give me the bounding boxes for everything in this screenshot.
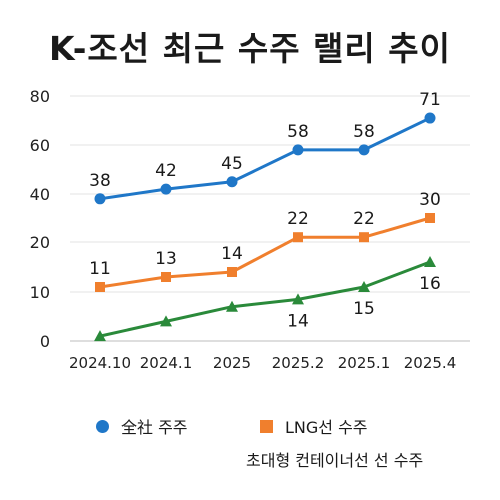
data-point bbox=[424, 256, 436, 267]
data-point bbox=[292, 293, 304, 305]
data-point bbox=[161, 272, 171, 282]
data-point bbox=[424, 112, 436, 124]
data-label: 58 bbox=[287, 122, 309, 142]
data-label: 38 bbox=[89, 171, 111, 191]
data-label: 58 bbox=[353, 122, 375, 142]
data-label: 30 bbox=[419, 190, 441, 210]
series-line-1 bbox=[99, 116, 431, 201]
data-point bbox=[227, 267, 237, 277]
legend-item-series-1: 全社 주주 bbox=[96, 414, 188, 438]
x-tick-label: 2024.10 bbox=[69, 354, 131, 372]
y-tick-label: 10 bbox=[30, 283, 50, 302]
chart-title: K-조선 최근 수주 랠리 추이 bbox=[49, 29, 451, 68]
data-point bbox=[293, 232, 303, 243]
x-tick-label: 2025 bbox=[213, 354, 251, 372]
legend-note: 초대형 컨테이너선 선 수주 bbox=[246, 451, 424, 470]
data-point bbox=[292, 144, 304, 156]
legend-label-series-2: LNG선 수주 bbox=[285, 418, 368, 437]
data-label: 11 bbox=[89, 259, 111, 279]
data-point bbox=[94, 193, 106, 205]
data-point bbox=[160, 183, 172, 195]
data-label: 16 bbox=[419, 274, 441, 294]
data-point bbox=[359, 232, 369, 243]
x-tick-label: 2024.1 bbox=[140, 354, 193, 372]
data-label: 22 bbox=[287, 209, 309, 229]
data-label: 13 bbox=[155, 249, 177, 269]
legend-item-series-2: LNG선 수주 bbox=[260, 414, 368, 438]
series-line-2 bbox=[99, 216, 431, 289]
data-point bbox=[226, 176, 238, 188]
x-tick-label: 2025.1 bbox=[338, 354, 391, 372]
y-tick-label: 40 bbox=[30, 185, 50, 204]
data-point bbox=[358, 281, 370, 292]
data-point bbox=[425, 213, 435, 223]
data-point bbox=[358, 144, 370, 156]
series-line-3 bbox=[99, 260, 431, 338]
data-label: 14 bbox=[221, 244, 243, 264]
data-label: 45 bbox=[221, 154, 243, 174]
data-point bbox=[226, 300, 238, 312]
legend-circle-icon bbox=[96, 419, 109, 433]
y-tick-label: 20 bbox=[30, 233, 50, 252]
x-tick-label: 2025.4 bbox=[404, 354, 457, 372]
y-tick-label: 0 bbox=[40, 332, 50, 351]
data-label: 42 bbox=[155, 161, 177, 181]
data-label: 22 bbox=[353, 209, 375, 229]
legend-square-icon bbox=[260, 419, 273, 433]
data-point bbox=[95, 282, 105, 292]
x-tick-label: 2025.2 bbox=[272, 354, 325, 372]
data-point bbox=[94, 330, 106, 342]
y-tick-label: 80 bbox=[30, 87, 50, 106]
y-tick-label: 60 bbox=[30, 136, 50, 155]
data-label: 14 bbox=[287, 311, 309, 331]
legend-label-series-1: 全社 주주 bbox=[121, 418, 188, 437]
data-label: 71 bbox=[419, 90, 441, 110]
data-point bbox=[160, 315, 172, 327]
data-label: 15 bbox=[353, 299, 375, 319]
